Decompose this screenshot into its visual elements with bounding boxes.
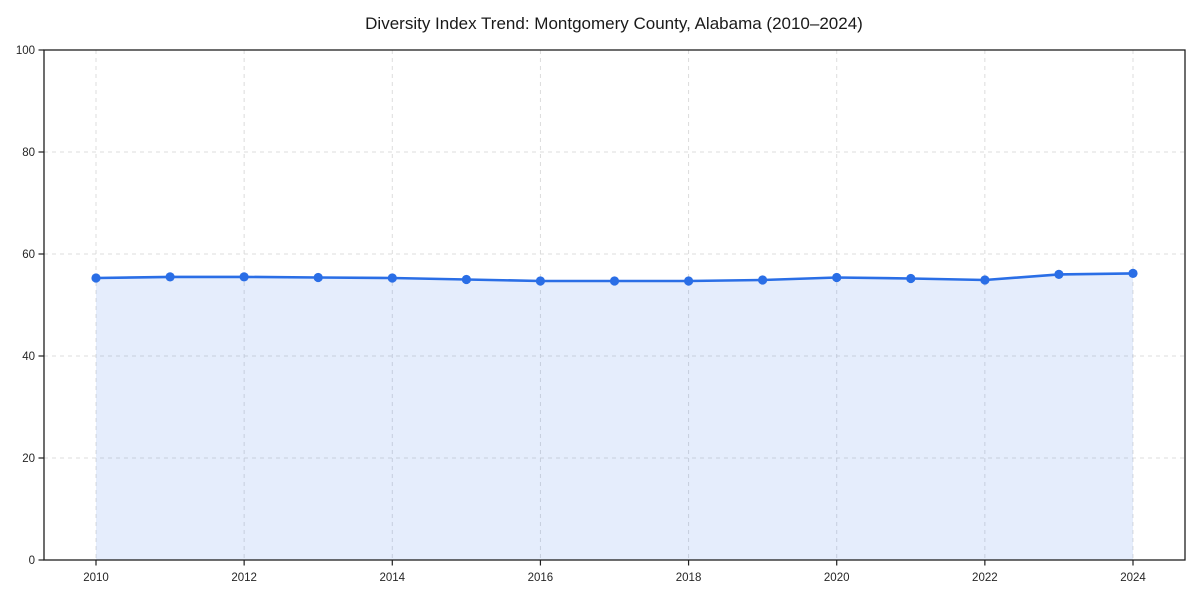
area-fill bbox=[96, 273, 1133, 560]
x-tick-label: 2024 bbox=[1120, 572, 1146, 584]
x-tick-label: 2012 bbox=[231, 572, 257, 584]
x-tick-label: 2018 bbox=[676, 572, 702, 584]
y-tick-label: 20 bbox=[22, 453, 35, 465]
data-point bbox=[980, 275, 990, 285]
data-point bbox=[906, 273, 916, 284]
x-tick-label: 2014 bbox=[379, 572, 405, 584]
data-point bbox=[609, 276, 620, 286]
chart-title: Diversity Index Trend: Montgomery County… bbox=[365, 14, 863, 33]
data-point bbox=[239, 272, 249, 282]
y-tick-label: 40 bbox=[22, 351, 35, 363]
y-tick-label: 80 bbox=[22, 147, 35, 159]
data-point bbox=[758, 275, 768, 285]
data-point bbox=[387, 273, 397, 283]
data-point bbox=[165, 272, 175, 282]
plot-layer: 0 20 40 60 80 100 2010 2012 2014 2016 2018 2020 2022… bbox=[16, 45, 1186, 584]
data-point bbox=[313, 272, 323, 283]
data-point bbox=[1128, 268, 1138, 278]
x-tick-label: 2010 bbox=[83, 572, 109, 584]
plot-border bbox=[43, 49, 1186, 561]
y-tick-label: 60 bbox=[22, 249, 35, 261]
data-point bbox=[832, 272, 842, 283]
data-point bbox=[91, 273, 101, 283]
x-tick-label: 2020 bbox=[824, 572, 850, 584]
data-point bbox=[684, 276, 694, 286]
y-tick-label: 0 bbox=[29, 555, 35, 567]
x-tick-label: 2016 bbox=[528, 572, 554, 584]
data-point bbox=[1054, 269, 1064, 279]
data-point bbox=[535, 276, 546, 286]
x-tick-label: 2022 bbox=[972, 572, 998, 584]
data-point bbox=[461, 274, 471, 285]
y-tick-label: 100 bbox=[16, 45, 35, 57]
